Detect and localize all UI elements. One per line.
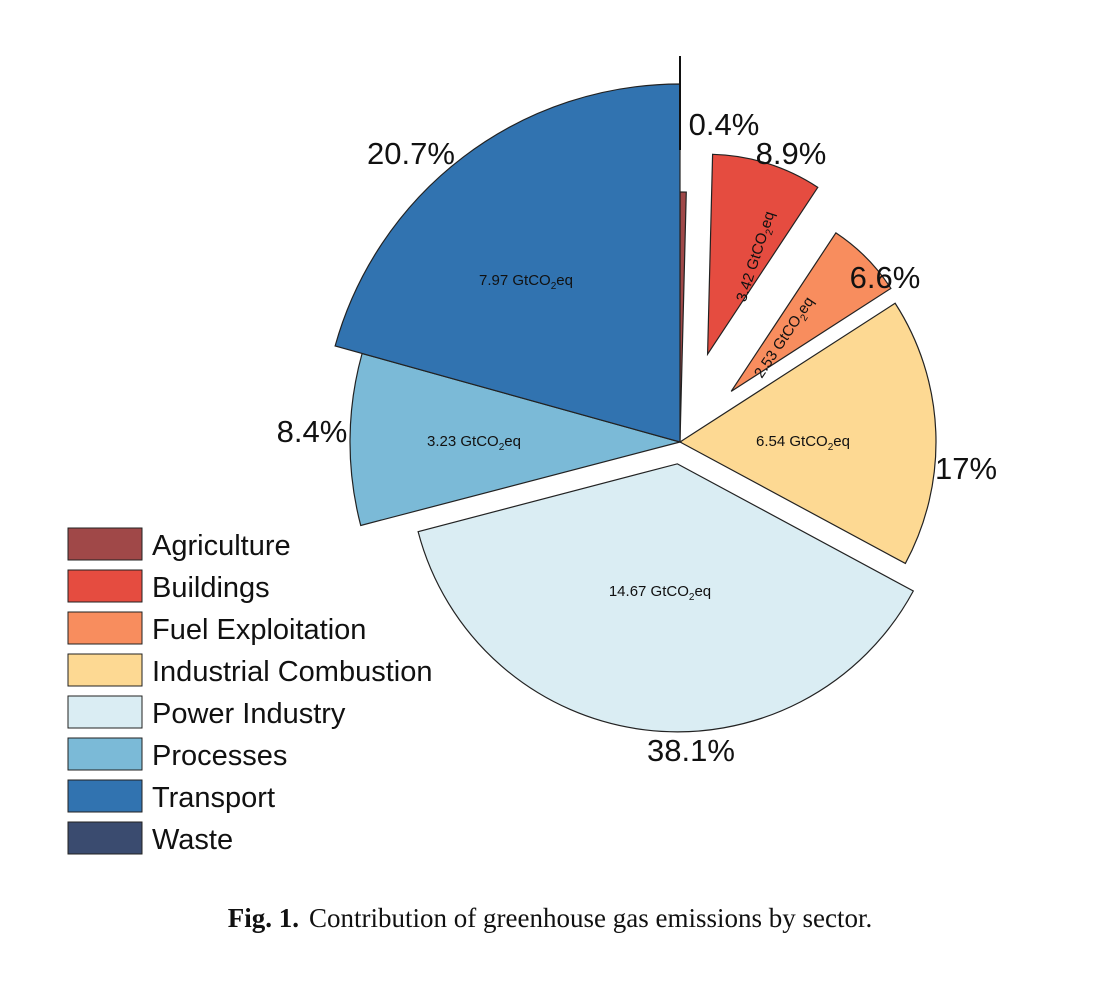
pie-slice-fuel-exploitation — [730, 232, 892, 392]
percent-labels: 0.4%8.9% 6.6% 17% 38.1% 8.4% 20.7% — [277, 107, 997, 768]
pie-slice-processes — [349, 352, 683, 527]
legend-swatch-buildings — [67, 569, 143, 603]
legend-swatch-fuel-exploitation — [67, 611, 143, 645]
legend-label-fuel-exploitation: Fuel Exploitation — [152, 614, 366, 646]
legend-swatch-transport — [67, 779, 143, 813]
percent-label-power-industry: 38.1% — [647, 733, 735, 768]
legend-swatch-waste — [67, 821, 143, 855]
legend-label-agriculture: Agriculture — [152, 530, 291, 562]
percent-label-industrial-combustion: 17% — [935, 451, 997, 486]
legend-label-power-industry: Power Industry — [152, 698, 346, 730]
legend-label-waste: Waste — [152, 824, 233, 856]
legend-label-processes: Processes — [152, 740, 287, 772]
pie-slice-buildings — [706, 153, 819, 357]
pie-slice-power-industry — [417, 463, 915, 733]
legend-swatch-industrial-combustion — [67, 653, 143, 687]
legend-swatch-power-industry — [67, 695, 143, 729]
value-label-processes: 3.23 GtCO2eq — [427, 433, 521, 453]
percent-label-processes: 8.4% — [277, 414, 348, 449]
caption-label: Fig. 1. — [227, 903, 300, 933]
value-label-transport: 7.97 GtCO2eq — [479, 272, 573, 292]
value-label-power-industry: 14.67 GtCO2eq — [609, 583, 711, 603]
pie-slice-agriculture — [679, 191, 687, 443]
legend: Agriculture Buildings Fuel Exploitation Ind… — [67, 527, 432, 856]
percent-label-buildings: 8.9% — [756, 136, 827, 171]
pie-slice-industrial-combustion — [678, 302, 937, 565]
legend-swatch-processes — [67, 737, 143, 771]
percent-label-fuel-exploitation: 6.6% — [850, 260, 921, 295]
legend-label-transport: Transport — [152, 782, 275, 814]
figure-caption: Fig. 1. Contribution of greenhouse gas em… — [0, 903, 1100, 934]
pie-slice-transport — [334, 83, 681, 443]
percent-label-agriculture: 0.4% — [689, 107, 760, 142]
pie-slices — [334, 56, 937, 733]
legend-label-buildings: Buildings — [152, 572, 270, 604]
caption-text: Contribution of greenhouse gas emissions… — [309, 903, 873, 933]
legend-label-industrial-combustion: Industrial Combustion — [152, 656, 432, 688]
percent-label-transport: 20.7% — [367, 136, 455, 171]
legend-swatch-agriculture — [67, 527, 143, 561]
value-label-industrial-combustion: 6.54 GtCO2eq — [756, 433, 850, 453]
